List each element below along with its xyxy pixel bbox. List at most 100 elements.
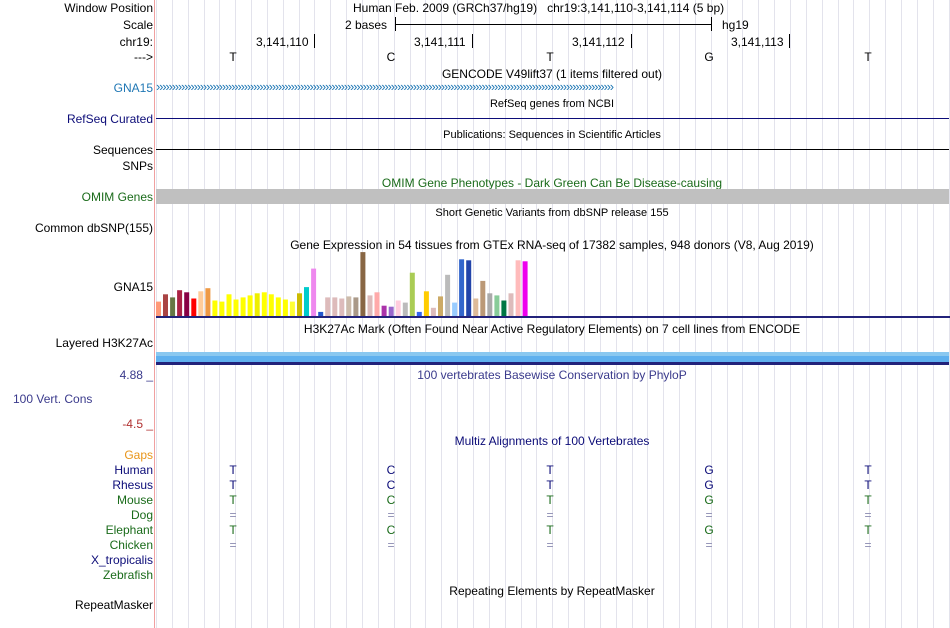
gtex-tissue-bar[interactable] (515, 260, 521, 316)
gtex-tissue-bar[interactable] (508, 293, 514, 316)
gtex-tissue-bar[interactable] (254, 293, 260, 316)
gtex-tissue-bar[interactable] (297, 293, 302, 316)
gtex-tissue-bar[interactable] (459, 259, 465, 316)
gtex-tissue-bar[interactable] (409, 272, 415, 316)
window-position-value[interactable]: Human Feb. 2009 (GRCh37/hg19) chr19:3,14… (353, 1, 725, 15)
gtex-tissue-bar[interactable] (445, 274, 451, 317)
gtex-tissue-bar[interactable] (191, 298, 197, 317)
dbsnp-track-label[interactable]: Common dbSNP(155) (34, 221, 153, 235)
alignment-base: G (704, 463, 714, 477)
gridline (330, 0, 331, 628)
gtex-tissue-bar[interactable] (353, 297, 359, 316)
gtex-tissue-bar[interactable] (205, 288, 211, 316)
omim-track-title[interactable]: OMIM Gene Phenotypes - Dark Green Can Be… (381, 176, 723, 190)
gtex-tissue-bar[interactable] (346, 296, 352, 316)
gtex-tissue-bar[interactable] (423, 291, 429, 317)
gtex-tissue-bar[interactable] (275, 297, 281, 316)
species-label-human[interactable]: Human (114, 463, 153, 477)
gtex-tissue-bar[interactable] (332, 297, 338, 316)
gtex-tissue-bar[interactable] (381, 305, 387, 316)
gtex-tissue-bar[interactable] (198, 291, 204, 317)
snps-track-label[interactable]: SNPs (122, 159, 153, 173)
rmsk-track-title[interactable]: Repeating Elements by RepeatMasker (449, 584, 655, 598)
h3k27ac-track-title[interactable]: H3K27Ac Mark (Often Found Near Active Re… (303, 322, 801, 336)
gtex-expression-chart[interactable] (156, 250, 950, 318)
gtex-tissue-bar[interactable] (219, 301, 225, 316)
dbsnp-track-title[interactable]: Short Genetic Variants from dbSNP releas… (435, 207, 669, 219)
gtex-tissue-bar[interactable] (318, 311, 324, 316)
gtex-tissue-bar[interactable] (339, 298, 345, 317)
gtex-tissue-bar[interactable] (268, 294, 274, 316)
gtex-tissue-bar[interactable] (261, 292, 267, 316)
gtex-tissue-bar[interactable] (325, 297, 331, 316)
gtex-tissue-bar[interactable] (374, 292, 380, 316)
gtex-tissue-bar[interactable] (430, 307, 436, 317)
gtex-tissue-bar[interactable] (452, 302, 458, 316)
alignment-base: = (705, 508, 713, 522)
species-label-mouse[interactable]: Mouse (116, 493, 153, 507)
omim-track-label[interactable]: OMIM Genes (81, 190, 153, 204)
gtex-tissue-bar[interactable] (233, 299, 239, 317)
phylop-track-title[interactable]: 100 vertebrates Basewise Conservation by… (417, 368, 687, 382)
species-label-x_tropicalis[interactable]: X_tropicalis (90, 553, 153, 567)
gencode-gene-feature[interactable]: ››››››››››››››››››››››››››››››››››››››››… (156, 79, 614, 94)
gtex-tissue-bar[interactable] (416, 311, 422, 316)
refseq-track-label[interactable]: RefSeq Curated (66, 112, 153, 126)
species-label-elephant[interactable]: Elephant (105, 523, 153, 537)
gtex-tissue-bar[interactable] (304, 287, 309, 316)
gtex-tissue-bar[interactable] (466, 260, 472, 316)
species-label-rhesus[interactable]: Rhesus (112, 478, 153, 492)
species-label-zebrafish[interactable]: Zebrafish (102, 568, 153, 582)
h3k27ac-signal-base[interactable] (156, 362, 949, 365)
gtex-tissue-bar[interactable] (360, 252, 366, 316)
species-label-chicken[interactable]: Chicken (109, 538, 153, 552)
gtex-tissue-bar[interactable] (212, 300, 218, 317)
gtex-tissue-bar[interactable] (402, 302, 408, 316)
publications-track-label[interactable]: Sequences (92, 143, 153, 157)
gtex-tissue-bar[interactable] (184, 292, 190, 316)
gtex-tissue-bar[interactable] (226, 294, 232, 316)
gencode-track-title[interactable]: GENCODE V49lift37 (1 items filtered out) (441, 67, 663, 81)
refseq-gene-line[interactable] (156, 118, 949, 119)
gtex-tissue-bar[interactable] (473, 298, 479, 317)
multiz-track-title[interactable]: Multiz Alignments of 100 Vertebrates (454, 434, 650, 448)
h3k27ac-signal-band[interactable] (156, 356, 949, 362)
gtex-tissue-bar[interactable] (494, 295, 500, 316)
gridline (869, 0, 870, 628)
gencode-gene-label[interactable]: GNA15 (113, 81, 153, 95)
gtex-tissue-bar[interactable] (177, 290, 183, 316)
gtex-gene-label[interactable]: GNA15 (113, 280, 153, 294)
gtex-tissue-bar[interactable] (311, 268, 317, 316)
gtex-tissue-bar[interactable] (289, 301, 295, 316)
h3k27ac-signal-top[interactable] (156, 352, 949, 356)
gtex-tissue-bar[interactable] (388, 306, 394, 316)
gtex-tissue-bar[interactable] (395, 300, 401, 317)
gridline (742, 0, 743, 628)
publications-sequence-line[interactable] (156, 149, 949, 150)
species-label-dog[interactable]: Dog (130, 508, 153, 522)
gridline (727, 0, 728, 628)
gtex-tissue-bar[interactable] (247, 295, 253, 316)
h3k27ac-track-label[interactable]: Layered H3K27Ac (55, 336, 153, 350)
gtex-tissue-bar[interactable] (367, 295, 373, 316)
publications-track-title[interactable]: Publications: Sequences in Scientific Ar… (443, 129, 661, 141)
refseq-track-title[interactable]: RefSeq genes from NCBI (489, 98, 615, 110)
alignment-base: T (229, 523, 237, 537)
gtex-tissue-bar[interactable] (438, 296, 443, 316)
gtex-tissue-bar[interactable] (522, 261, 528, 316)
gridline (695, 0, 696, 628)
gtex-tissue-bar[interactable] (170, 297, 176, 316)
omim-phenotype-bar[interactable] (156, 189, 949, 204)
alignment-base: T (229, 478, 237, 492)
gtex-tissue-bar[interactable] (487, 293, 493, 316)
phylop-track-label[interactable]: 100 Vert. Cons (13, 392, 93, 406)
base-letter: T (229, 50, 237, 64)
gtex-tissue-bar[interactable] (501, 300, 507, 317)
gtex-tissue-bar[interactable] (282, 299, 288, 317)
gtex-tissue-bar[interactable] (480, 280, 486, 316)
gtex-tissue-bar[interactable] (163, 294, 168, 316)
gtex-tissue-bar[interactable] (240, 297, 246, 316)
rmsk-track-label[interactable]: RepeatMasker (74, 598, 153, 612)
gtex-tissue-bar[interactable] (156, 301, 161, 316)
gtex-track-title[interactable]: Gene Expression in 54 tissues from GTEx … (290, 238, 814, 252)
